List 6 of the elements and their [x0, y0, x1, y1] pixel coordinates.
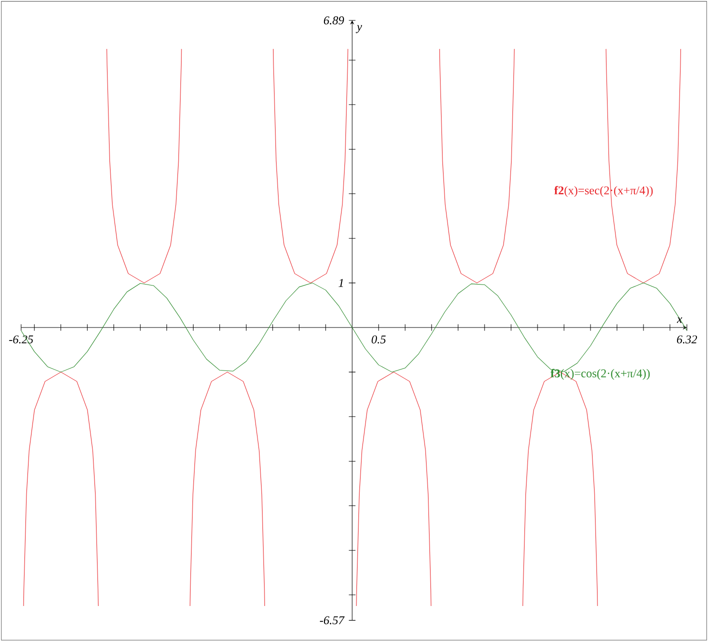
x-tick-label: 6.32 — [677, 335, 698, 344]
y-tick-label: 6.89 — [324, 16, 344, 24]
y-tick-label: 1 — [338, 278, 343, 287]
y-axis-title: y — [356, 24, 362, 33]
x-tick-label: 0.5 — [372, 335, 386, 344]
y-tick-label: -6.57 — [320, 616, 345, 624]
